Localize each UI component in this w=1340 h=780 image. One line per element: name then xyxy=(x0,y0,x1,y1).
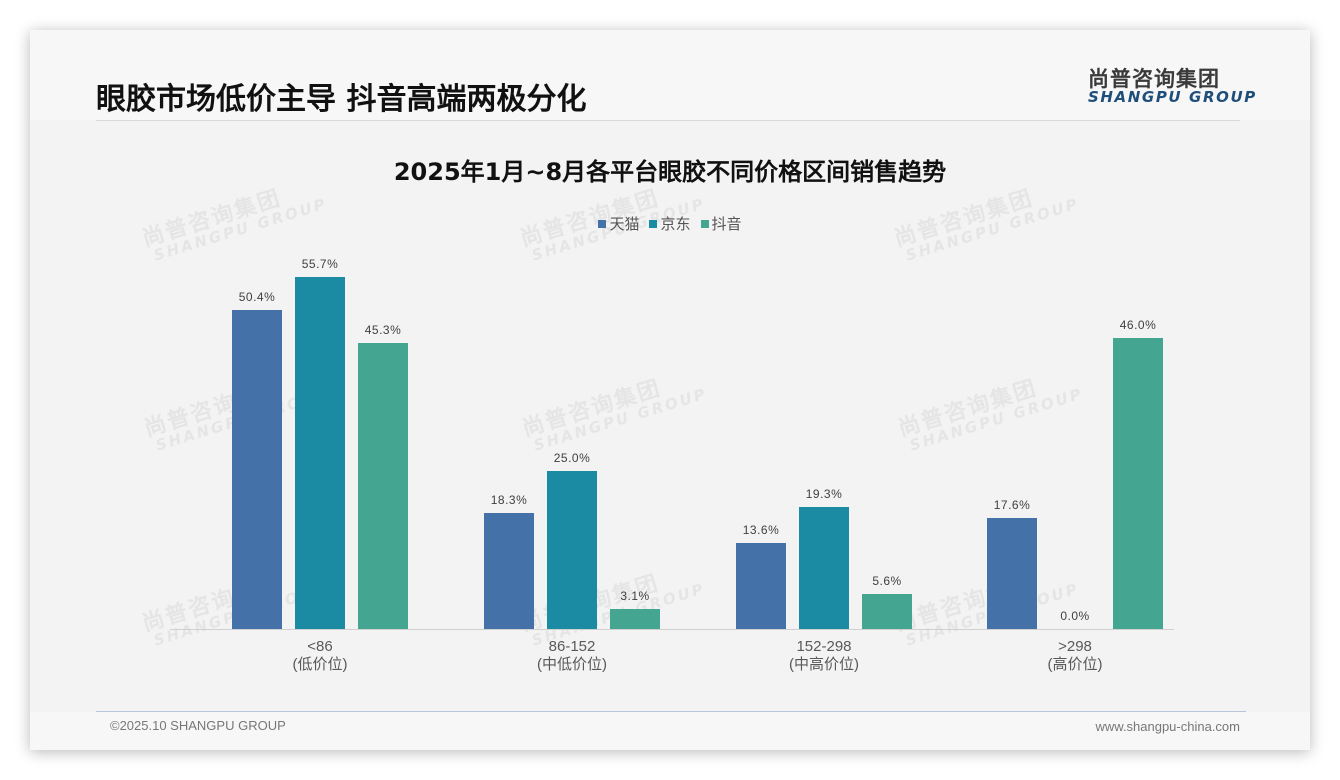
data-label: 5.6% xyxy=(872,574,902,588)
legend-swatch-icon xyxy=(649,219,658,228)
data-label: 45.3% xyxy=(364,323,402,337)
price-tier: (高价位) xyxy=(1047,656,1103,673)
price-tier: (中高价位) xyxy=(789,656,859,673)
bar-jd-1 xyxy=(547,471,597,629)
data-label: 3.1% xyxy=(620,589,650,603)
footer-website: www.shangpu-china.com xyxy=(1095,719,1240,734)
legend-label: 京东 xyxy=(660,215,691,233)
x-axis-category-label: 86-152 (中低价位) xyxy=(472,638,672,674)
bar-douyin-3 xyxy=(1113,338,1163,629)
x-axis-category-label: 152-298 (中高价位) xyxy=(724,638,924,674)
legend-label: 天猫 xyxy=(609,215,640,233)
price-range: >298 xyxy=(1058,638,1092,655)
legend-swatch-icon xyxy=(598,219,607,228)
bar-jd-2 xyxy=(799,507,849,629)
x-axis-category-label: <86 (低价位) xyxy=(220,638,420,674)
data-label: 13.6% xyxy=(742,523,780,537)
x-axis-line xyxy=(170,629,1174,630)
price-tier: (中低价位) xyxy=(537,656,607,673)
bar-tmall-3 xyxy=(987,518,1037,629)
footer-band xyxy=(30,712,1310,750)
data-label: 46.0% xyxy=(1119,318,1157,332)
page-title: 眼胶市场低价主导 抖音高端两极分化 xyxy=(96,82,587,117)
data-label: 18.3% xyxy=(490,493,528,507)
bar-douyin-2 xyxy=(862,594,912,629)
data-label: 0.0% xyxy=(1060,609,1090,623)
price-tier: (低价位) xyxy=(292,656,348,673)
legend-item-douyin: 抖音 xyxy=(700,213,742,234)
bar-tmall-0 xyxy=(232,310,282,629)
price-range: 86-152 xyxy=(548,638,596,655)
bar-jd-0 xyxy=(295,277,345,629)
bar-douyin-1 xyxy=(610,609,660,629)
slide: 眼胶市场低价主导 抖音高端两极分化 尚普咨询集团 SHANGPU GROUP 尚… xyxy=(30,30,1310,750)
legend-swatch-icon xyxy=(700,219,709,228)
data-label: 50.4% xyxy=(238,290,276,304)
data-label: 25.0% xyxy=(553,451,591,465)
logo-english: SHANGPU GROUP xyxy=(1088,88,1257,106)
x-axis-category-label: >298 (高价位) xyxy=(975,638,1175,674)
footer-divider xyxy=(96,711,1246,712)
legend-item-tmall: 天猫 xyxy=(598,213,639,234)
bar-tmall-2 xyxy=(736,543,786,629)
title-divider xyxy=(96,120,1240,121)
data-label: 17.6% xyxy=(993,498,1031,512)
bar-douyin-0 xyxy=(358,343,408,629)
price-range: <86 xyxy=(307,638,333,655)
footer-copyright: ©2025.10 SHANGPU GROUP xyxy=(110,718,286,733)
header-band xyxy=(30,30,1310,120)
price-range: 152-298 xyxy=(796,638,852,655)
legend-item-jd: 京东 xyxy=(649,213,691,234)
plot-area: 50.4% 55.7% 45.3% <86 (低价位) 18.3% 25.0% 3.1% 86-… xyxy=(170,210,1174,673)
legend-label: 抖音 xyxy=(711,215,742,233)
bar-tmall-1 xyxy=(484,513,534,629)
logo-chinese: 尚普咨询集团 xyxy=(1088,67,1220,91)
data-label: 19.3% xyxy=(805,487,843,501)
chart-title: 2025年1月~8月各平台眼胶不同价格区间销售趋势 xyxy=(393,158,947,186)
data-label: 55.7% xyxy=(301,257,339,271)
chart-legend: 天猫 京东 抖音 xyxy=(30,213,1310,234)
